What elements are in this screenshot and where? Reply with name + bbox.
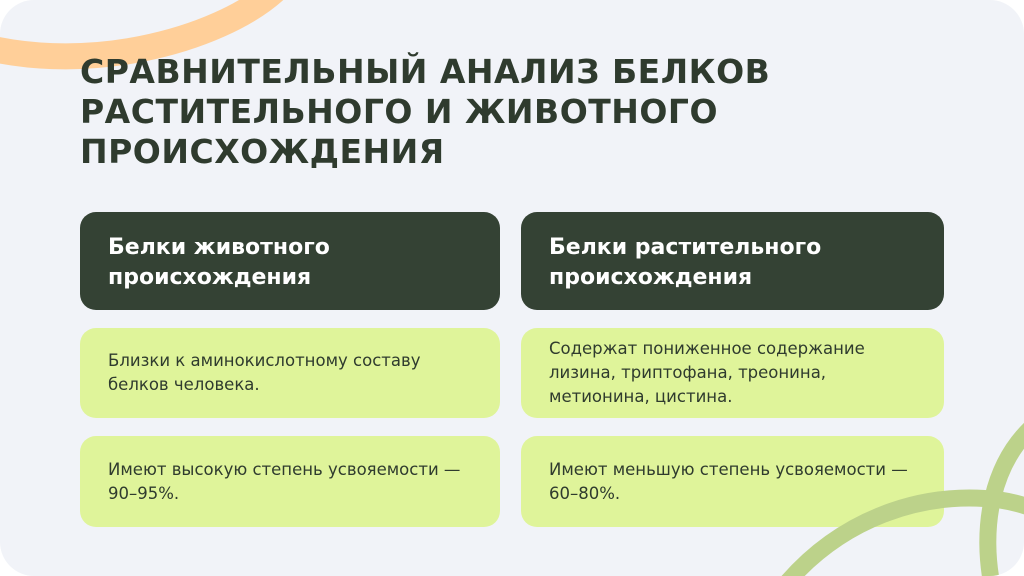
column-header-plant: Белки растительного происхождения	[521, 212, 944, 310]
card-plant-2: Имеют меньшую степень усвояемости — 60–8…	[521, 436, 944, 527]
card-text: Близки к аминокислотному составу белков …	[108, 351, 421, 394]
card-text: Содержат пониженное содержание лизина, т…	[549, 339, 865, 406]
card-animal-1: Близки к аминокислотному составу белков …	[80, 328, 500, 418]
card-plant-1: Содержат пониженное содержание лизина, т…	[521, 328, 944, 418]
card-animal-2: Имеют высокую степень усвояемости — 90–9…	[80, 436, 500, 527]
page-title: Сравнительный анализ белков растительног…	[80, 52, 771, 171]
column-header-animal: Белки животного происхождения	[80, 212, 500, 310]
card-text: Имеют меньшую степень усвояемости — 60–8…	[549, 459, 908, 503]
card-text: Имеют высокую степень усвояемости — 90–9…	[108, 459, 461, 503]
